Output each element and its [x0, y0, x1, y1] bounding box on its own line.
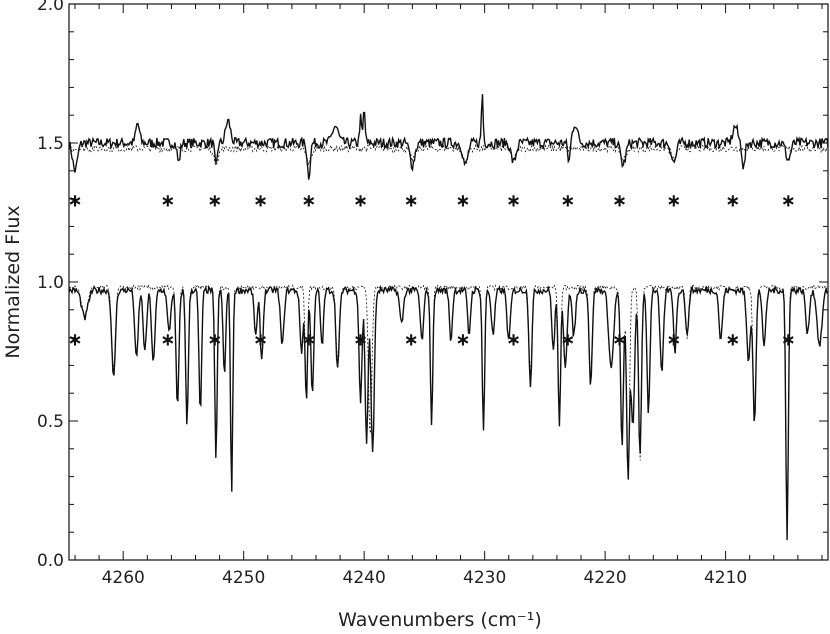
series-group [68, 94, 829, 541]
markers-group: ∗ ∗ ∗ ∗ ∗ ∗ ∗ ∗ ∗ ∗ ∗ ∗ ∗ ∗ ∗ ∗ ∗ ∗ ∗ ∗ ∗ ∗ ∗ ∗ ∗ ∗ ∗ ∗ [67, 191, 795, 351]
marker-lower: ∗ [253, 330, 268, 351]
y-tick-label: 2.0 [37, 0, 64, 15]
x-tick-label: 4230 [463, 568, 506, 588]
x-axis-title: Wavenumbers (cm⁻¹) [338, 609, 542, 631]
marker-upper: ∗ [725, 191, 740, 212]
y-axis-title: Normalized Flux [2, 205, 24, 358]
marker-lower: ∗ [404, 330, 419, 351]
marker-lower: ∗ [301, 330, 316, 351]
marker-lower: ∗ [353, 330, 368, 351]
axis-ticks: 4260 4250 4240 4230 4220 4210 0.0 0.5 1.0 1.5 2.0 [37, 0, 828, 588]
marker-lower: ∗ [207, 330, 222, 351]
y-tick-label: 1.5 [37, 134, 64, 154]
y-tick-label: 1.0 [37, 273, 64, 293]
series-bottom-observed [68, 284, 829, 541]
y-tick-label: 0.5 [37, 412, 64, 432]
marker-lower: ∗ [725, 330, 740, 351]
x-tick-label: 4250 [222, 568, 265, 588]
marker-upper: ∗ [506, 191, 521, 212]
marker-upper: ∗ [353, 191, 368, 212]
marker-upper: ∗ [560, 191, 575, 212]
marker-upper: ∗ [253, 191, 268, 212]
marker-upper: ∗ [160, 191, 175, 212]
marker-lower: ∗ [160, 330, 175, 351]
x-tick-label: 4240 [343, 568, 386, 588]
marker-upper: ∗ [207, 191, 222, 212]
marker-lower: ∗ [560, 330, 575, 351]
marker-upper: ∗ [612, 191, 627, 212]
marker-lower: ∗ [612, 330, 627, 351]
marker-upper: ∗ [455, 191, 470, 212]
marker-upper: ∗ [67, 191, 82, 212]
marker-upper: ∗ [301, 191, 316, 212]
marker-lower: ∗ [506, 330, 521, 351]
x-tick-label: 4220 [583, 568, 626, 588]
x-tick-label: 4210 [704, 568, 747, 588]
marker-lower: ∗ [781, 330, 796, 351]
series-bottom-model [68, 283, 829, 533]
marker-upper: ∗ [666, 191, 681, 212]
marker-upper: ∗ [404, 191, 419, 212]
series-top-observed [68, 94, 829, 180]
series-top-model [68, 143, 829, 167]
plot-frame [68, 3, 829, 561]
marker-lower: ∗ [666, 330, 681, 351]
marker-lower: ∗ [455, 330, 470, 351]
marker-upper: ∗ [781, 191, 796, 212]
x-tick-label: 4260 [102, 568, 145, 588]
marker-lower: ∗ [67, 330, 82, 351]
y-tick-label: 0.0 [37, 551, 64, 571]
